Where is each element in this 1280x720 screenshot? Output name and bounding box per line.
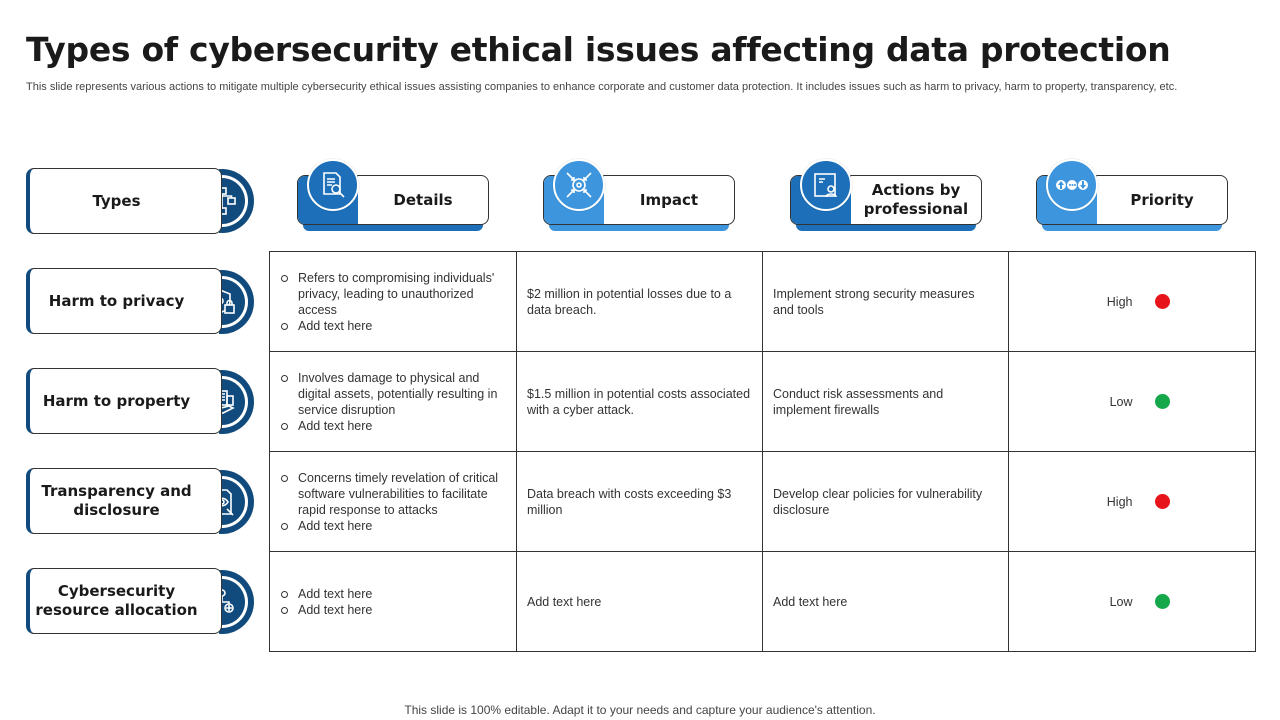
type-card-harm-to-property: Harm to property (26, 368, 222, 434)
priority-arrows-icon (1046, 159, 1098, 211)
action-cell: Develop clear policies for vulnerability… (763, 452, 1009, 552)
header-label: Priority (1130, 190, 1194, 209)
status-dot-high (1154, 294, 1170, 309)
action-cell: Conduct risk assessments and implement f… (763, 352, 1009, 452)
type-label: Transparency and disclosure (41, 482, 192, 519)
list-item: Add text here (280, 418, 506, 434)
page-subtitle: This slide represents various actions to… (26, 81, 1178, 93)
page-title: Types of cybersecurity ethical issues af… (26, 30, 1171, 69)
action-cell: Add text here (763, 552, 1009, 651)
priority-label: High (1106, 294, 1133, 309)
impact-cell: $2 million in potential losses due to a … (517, 252, 763, 352)
type-card-harm-to-privacy: Harm to privacy (26, 268, 222, 334)
type-label: Harm to property (42, 391, 191, 410)
impact-cell: Data breach with costs exceeding $3 mill… (517, 452, 763, 552)
header-label: Impact (639, 190, 699, 209)
action-cell: Implement strong security measures and t… (763, 252, 1009, 352)
type-label: Harm to privacy (48, 291, 185, 310)
details-cell: Involves damage to physical and digital … (270, 352, 517, 452)
list-item: Add text here (280, 586, 374, 602)
priority-label: Low (1109, 594, 1133, 609)
target-arrows-icon (553, 159, 605, 211)
type-card-cybersecurity-resource-allocation: Cybersecurity resource allocation (26, 568, 222, 634)
document-search-icon (307, 159, 359, 211)
details-cell: Concerns timely revelation of critical s… (270, 452, 517, 552)
priority-label: Low (1109, 394, 1133, 409)
priority-cell: Low (1009, 552, 1255, 651)
header-label: Details (393, 190, 453, 209)
details-cell: Refers to compromising individuals' priv… (270, 252, 517, 352)
details-cell: Add text here Add text here (270, 552, 517, 651)
list-item: Refers to compromising individuals' priv… (280, 270, 506, 318)
type-label: Cybersecurity resource allocation (35, 582, 198, 619)
priority-cell: Low (1009, 352, 1255, 452)
list-item: Add text here (280, 518, 506, 534)
list-item: Concerns timely revelation of critical s… (280, 470, 506, 518)
footer-note: This slide is 100% editable. Adapt it to… (404, 703, 876, 717)
impact-cell: Add text here (517, 552, 763, 651)
priority-cell: High (1009, 252, 1255, 352)
priority-label: High (1106, 494, 1133, 509)
status-dot-low (1154, 594, 1170, 609)
priority-cell: High (1009, 452, 1255, 552)
types-header-label: Types (92, 191, 141, 210)
header-actions-by-professional: Actions by professional (790, 159, 982, 231)
type-card-transparency-and-disclosure: Transparency and disclosure (26, 468, 222, 534)
header-impact: Impact (543, 159, 735, 231)
list-item: Add text here (280, 318, 506, 334)
types-header-card: Types (26, 168, 222, 234)
header-details: Details (297, 159, 489, 231)
status-dot-low (1154, 394, 1170, 409)
list-item: Involves damage to physical and digital … (280, 370, 506, 418)
header-priority: Priority (1036, 159, 1228, 231)
impact-cell: $1.5 million in potential costs associat… (517, 352, 763, 452)
list-item: Add text here (280, 602, 374, 618)
header-label: Actions by professional (863, 181, 969, 218)
status-dot-high (1154, 494, 1170, 509)
issues-table: Refers to compromising individuals' priv… (269, 251, 1256, 652)
id-card-icon (800, 159, 852, 211)
